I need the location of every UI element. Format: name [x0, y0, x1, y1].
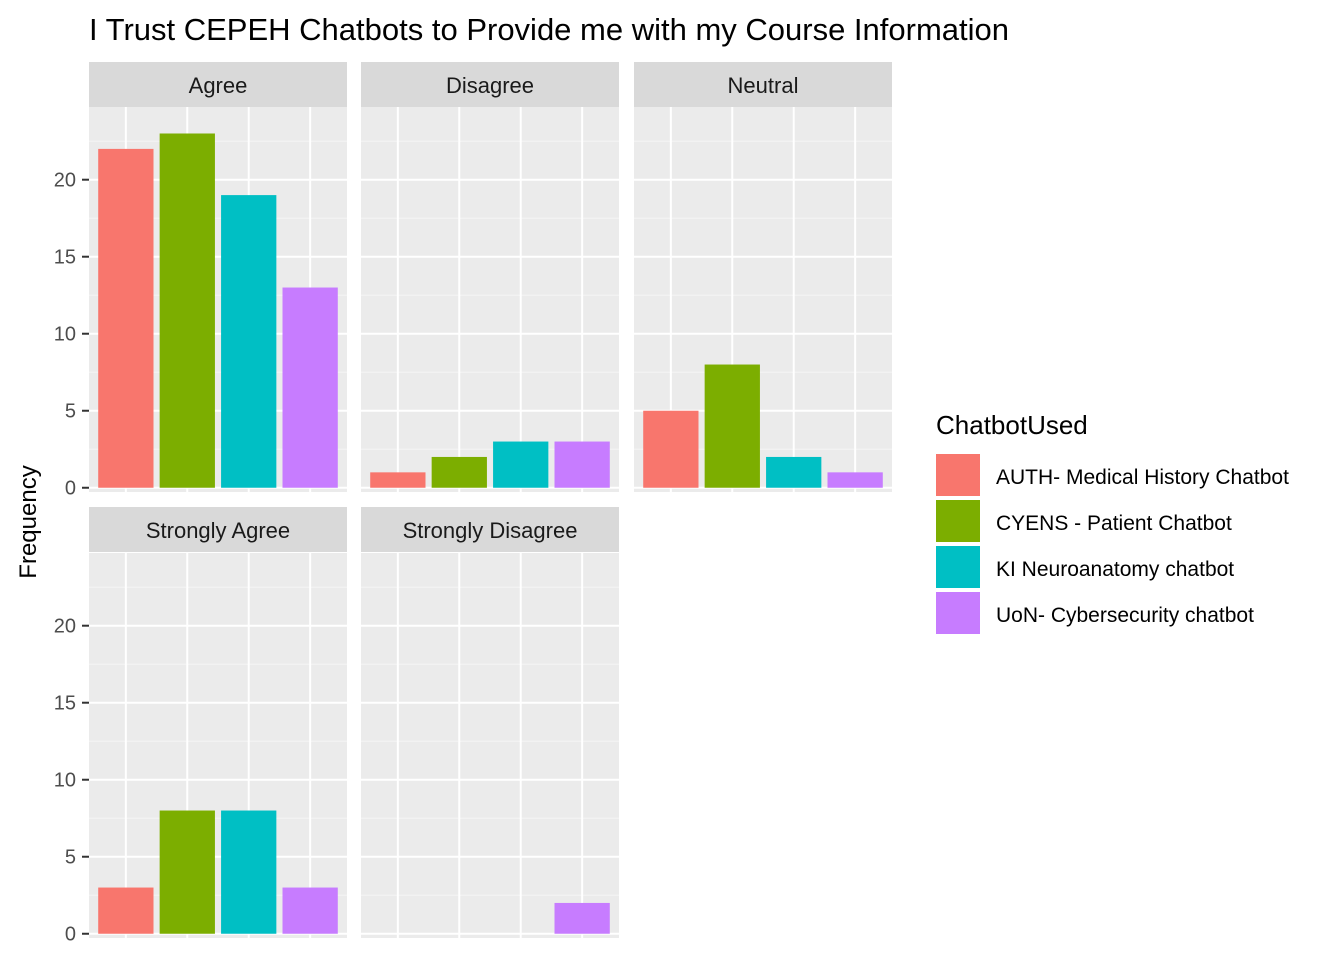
bar-disagree-ki-neuroanatomy-chatbot — [493, 441, 549, 488]
panel-background — [89, 553, 347, 938]
legend-swatch-auth-medical-history-chatbot — [936, 454, 980, 496]
facet-strip-strongly-disagree — [361, 507, 619, 552]
y-tick-label: 10 — [54, 324, 76, 346]
bar-neutral-auth-medical-history-chatbot — [643, 410, 699, 488]
y-tick-label: 15 — [54, 693, 76, 715]
bar-strongly-agree-ki-neuroanatomy-chatbot — [221, 810, 277, 934]
facet-strip-label: Strongly Disagree — [403, 518, 578, 543]
legend-label: CYENS - Patient Chatbot — [996, 512, 1232, 535]
panel-background — [361, 107, 619, 492]
chart-title: I Trust CEPEH Chatbots to Provide me wit… — [89, 12, 1009, 47]
facet-agree: Agree — [89, 62, 347, 492]
legend-label: AUTH- Medical History Chatbot — [996, 466, 1289, 489]
bar-neutral-uon-cybersecurity-chatbot — [827, 472, 883, 488]
legend: ChatbotUsed AUTH- Medical History Chatbo… — [936, 410, 1289, 634]
facet-neutral: Neutral — [634, 62, 892, 492]
legend-swatch-cyens-patient-chatbot — [936, 500, 980, 542]
bar-strongly-agree-uon-cybersecurity-chatbot — [282, 887, 338, 934]
panel-background — [361, 553, 619, 938]
y-tick-label: 0 — [65, 924, 76, 946]
legend-label: KI Neuroanatomy chatbot — [996, 558, 1234, 581]
facet-strip-label: Strongly Agree — [146, 518, 290, 543]
bar-strongly-disagree-uon-cybersecurity-chatbot — [554, 902, 610, 934]
facet-strip-label: Neutral — [728, 73, 799, 98]
bar-strongly-agree-cyens-patient-chatbot — [159, 810, 215, 934]
y-tick-label: 0 — [65, 478, 76, 500]
y-tick-label: 20 — [54, 616, 76, 638]
legend-swatch-uon-cybersecurity-chatbot — [936, 592, 980, 634]
bar-disagree-cyens-patient-chatbot — [431, 456, 487, 488]
bar-agree-uon-cybersecurity-chatbot — [282, 287, 338, 488]
legend-items: AUTH- Medical History Chatbot CYENS - Pat… — [936, 454, 1289, 634]
y-tick-label: 5 — [65, 847, 76, 869]
bar-neutral-cyens-patient-chatbot — [704, 364, 760, 488]
bar-disagree-auth-medical-history-chatbot — [370, 472, 426, 488]
y-axis-title: Frequency — [15, 465, 42, 578]
bar-agree-ki-neuroanatomy-chatbot — [221, 195, 277, 488]
facet-strip-agree — [89, 62, 347, 107]
facet-strongly-agree: Strongly Agree — [89, 507, 347, 938]
facet-strip-label: Agree — [189, 73, 248, 98]
y-axes: 0 5 10 15 20 0 5 10 15 20 — [54, 170, 89, 946]
facet-strip-strongly-agree — [89, 507, 347, 552]
facet-panels: Agree Disagree Neutral Strongly Agree Strong… — [89, 62, 892, 938]
y-tick-label: 10 — [54, 770, 76, 792]
legend-swatch-ki-neuroanatomy-chatbot — [936, 546, 980, 588]
facet-strongly-disagree: Strongly Disagree — [361, 507, 619, 938]
bar-strongly-agree-auth-medical-history-chatbot — [98, 887, 154, 934]
y-tick-label: 15 — [54, 247, 76, 269]
legend-label: UoN- Cybersecurity chatbot — [996, 604, 1254, 627]
bar-neutral-ki-neuroanatomy-chatbot — [766, 456, 822, 488]
facet-strip-neutral — [634, 62, 892, 107]
facet-strip-disagree — [361, 62, 619, 107]
facet-strip-label: Disagree — [446, 73, 534, 98]
bar-agree-cyens-patient-chatbot — [159, 133, 215, 488]
y-tick-label: 20 — [54, 170, 76, 192]
facet-disagree: Disagree — [361, 62, 619, 492]
bar-disagree-uon-cybersecurity-chatbot — [554, 441, 610, 488]
bar-agree-auth-medical-history-chatbot — [98, 148, 154, 488]
y-tick-label: 5 — [65, 401, 76, 423]
legend-title: ChatbotUsed — [936, 410, 1088, 440]
